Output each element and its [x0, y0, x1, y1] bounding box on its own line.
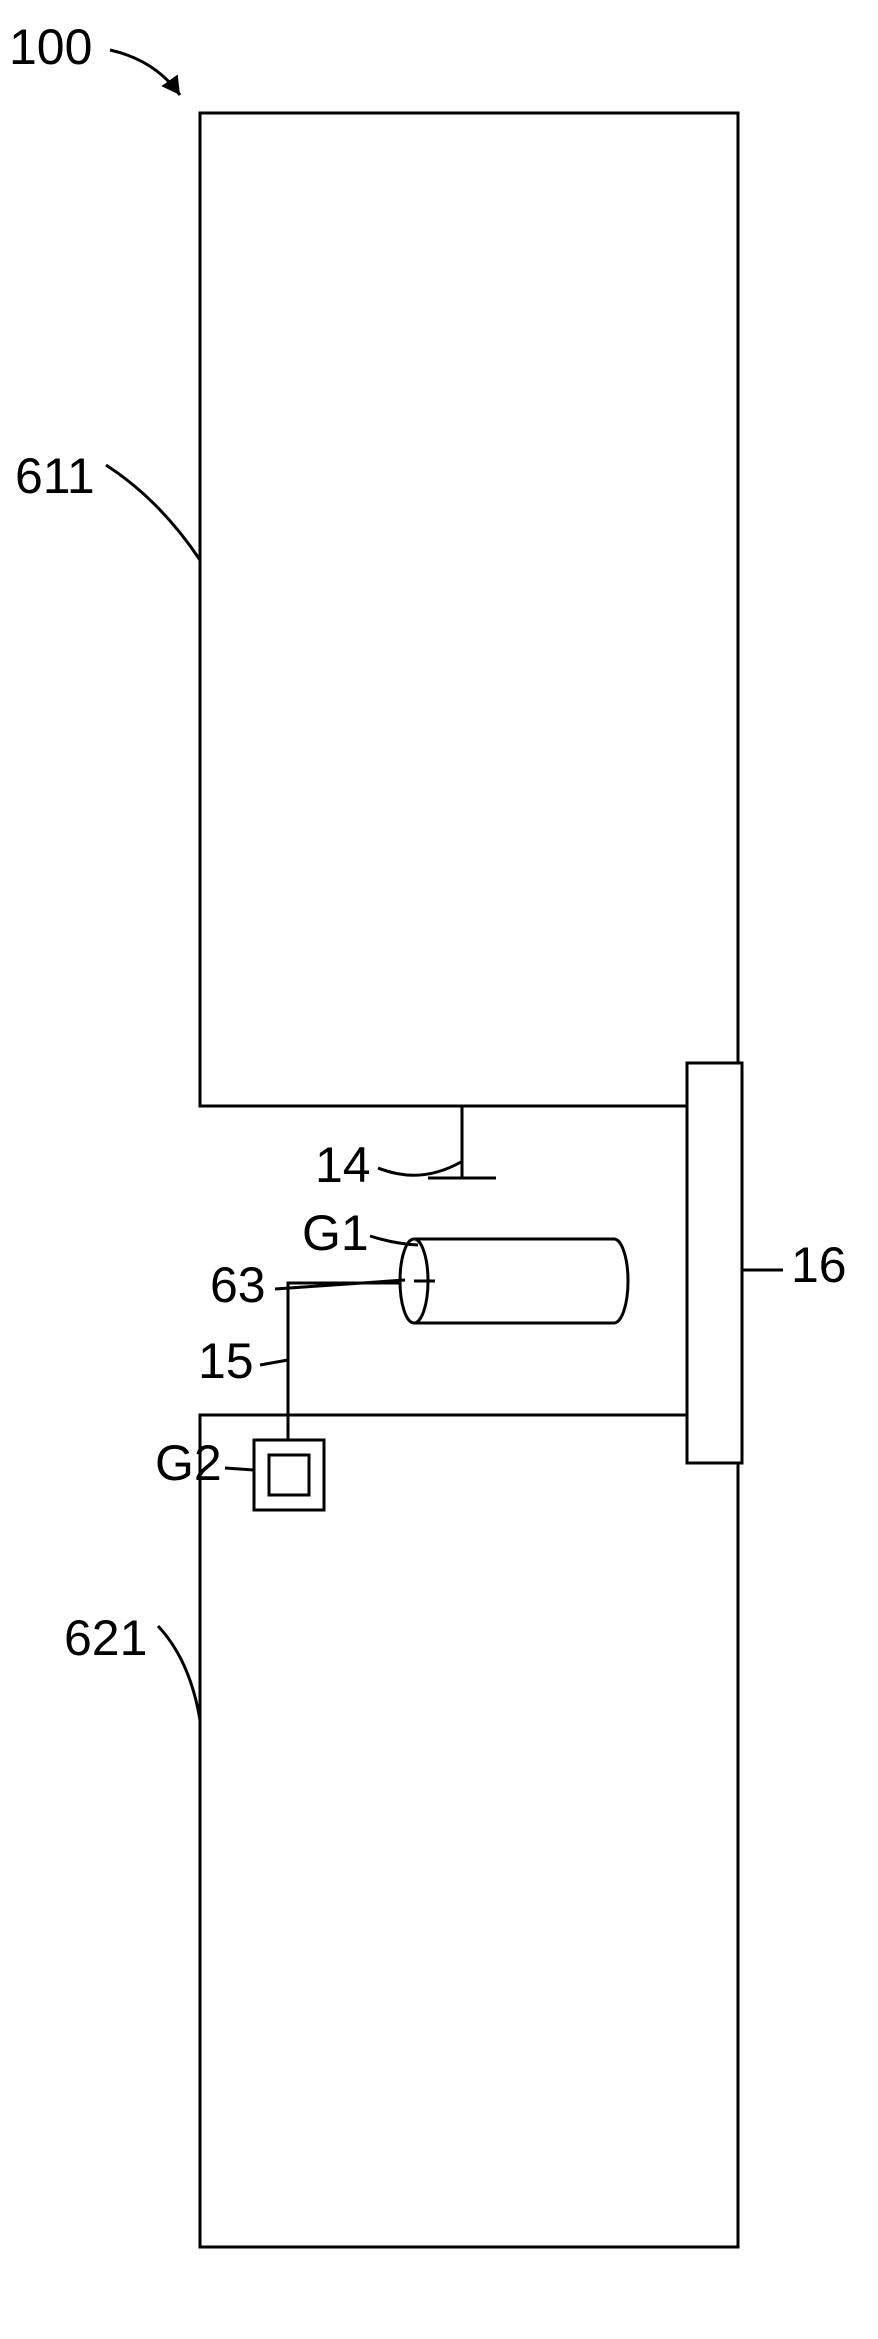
square-g2: [254, 1440, 324, 1510]
label-l16: 16: [791, 1237, 847, 1293]
element-14: [428, 1106, 496, 1178]
shapes: [200, 113, 742, 2247]
label-l621: 621: [64, 1610, 147, 1666]
block-621: [200, 1415, 738, 2247]
label-l611: 611: [15, 448, 95, 504]
block-16: [687, 1063, 742, 1463]
label-lG2: G2: [155, 1435, 222, 1491]
label-l14: 14: [315, 1137, 371, 1193]
label-l15: 15: [198, 1333, 254, 1389]
label-fig: 100: [9, 19, 92, 75]
block-611: [200, 113, 738, 1106]
label-l63: 63: [210, 1257, 266, 1313]
diagram-root: 100 611 14 G1 63 16 15 G2 621: [9, 19, 847, 2247]
label-lG1: G1: [302, 1205, 369, 1261]
